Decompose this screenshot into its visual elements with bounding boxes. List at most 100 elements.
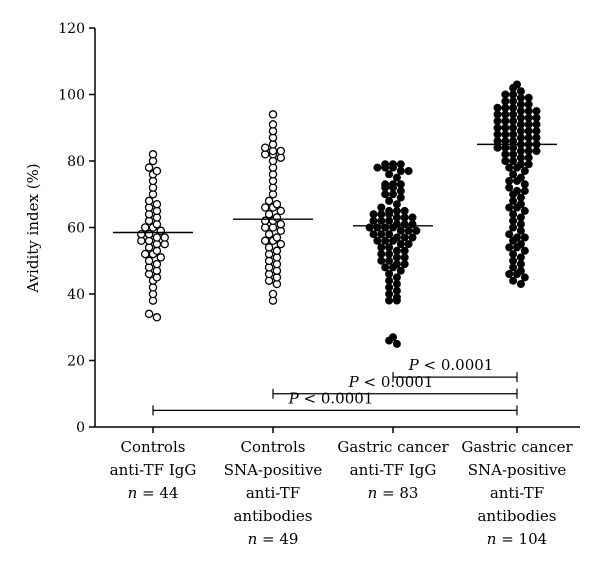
data-point [501, 103, 510, 112]
data-point [520, 186, 529, 195]
data-point [264, 196, 274, 206]
data-point [505, 203, 514, 212]
data-point [392, 206, 401, 215]
data-point [373, 163, 382, 172]
data-point [148, 150, 158, 159]
data-point [377, 243, 386, 252]
data-point [264, 243, 274, 252]
data-point [276, 239, 286, 249]
data-point [260, 203, 270, 212]
category-label-line: Gastric cancer [337, 438, 449, 456]
data-point [385, 256, 394, 265]
data-point [365, 223, 374, 232]
data-point [501, 143, 510, 152]
y-ticks: 0 20 40 60 80 100 120 [58, 21, 518, 436]
category-label-line: n = 104 [487, 530, 547, 548]
data-point [524, 113, 533, 122]
category-label-line: antibodies [477, 507, 556, 525]
data-point [385, 283, 394, 292]
data-point [509, 150, 518, 159]
data-point [501, 117, 510, 126]
data-point [516, 226, 525, 235]
data-point [369, 230, 378, 239]
data-point [392, 173, 401, 182]
data-point [381, 190, 390, 199]
data-point [509, 216, 518, 225]
data-point [396, 180, 405, 189]
category-label-line: Controls [241, 438, 306, 456]
data-point [509, 250, 518, 259]
category-label-line: n = 44 [128, 484, 179, 502]
data-point [140, 223, 150, 232]
data-point [260, 216, 270, 226]
data-point [509, 117, 518, 126]
data-point [388, 333, 397, 342]
data-point [509, 123, 518, 132]
data-point [385, 196, 394, 205]
data-point [377, 230, 386, 239]
data-point [408, 220, 417, 229]
data-point [516, 220, 525, 229]
y-tick-label: 40 [67, 287, 85, 303]
p-value-label: P < 0.0001 [408, 356, 494, 374]
data-point [260, 143, 270, 152]
data-point [516, 87, 525, 96]
data-point [272, 233, 282, 242]
data-point [377, 210, 386, 219]
p-value-label: P < 0.0001 [288, 389, 374, 407]
data-point [520, 180, 529, 189]
data-point [505, 230, 514, 239]
y-tick-label: 80 [67, 154, 85, 170]
category-label-line: anti-TF [246, 484, 300, 502]
data-point [392, 293, 401, 302]
data-point [493, 117, 502, 126]
data-point [272, 199, 282, 209]
data-point [392, 339, 401, 348]
data-point [392, 253, 401, 262]
data-point [396, 193, 405, 202]
data-point [392, 220, 401, 229]
category-label-line: Controls [121, 438, 186, 456]
data-point [388, 190, 397, 199]
data-point [381, 180, 390, 189]
data-point [381, 223, 390, 232]
data-point [392, 286, 401, 295]
data-point [377, 203, 386, 212]
data-point [392, 233, 401, 242]
data-point [385, 276, 394, 285]
data-point [392, 200, 401, 209]
data-point [144, 256, 154, 266]
data-point [373, 236, 382, 245]
data-point [524, 127, 533, 136]
data-point [156, 226, 166, 236]
y-tick-label: 20 [67, 354, 85, 370]
data-point [493, 143, 502, 152]
data-point [516, 193, 525, 202]
data-point [272, 213, 282, 222]
data-point [385, 250, 394, 259]
data-point [137, 229, 146, 239]
data-point [516, 200, 525, 209]
data-point [505, 243, 514, 252]
data-point [532, 113, 541, 122]
data-point [144, 196, 154, 206]
data-point [513, 186, 522, 195]
category-label-line: anti-TF IgG [110, 461, 197, 479]
category-label-line: n = 83 [368, 484, 419, 502]
data-point [509, 143, 518, 152]
data-point [385, 289, 394, 298]
data-point [396, 160, 405, 169]
data-point [392, 246, 401, 255]
data-point [509, 90, 518, 99]
data-point [520, 246, 529, 255]
data-point [268, 289, 278, 299]
data-point [520, 273, 529, 282]
data-point [513, 233, 522, 242]
y-tick-label: 60 [67, 221, 85, 237]
data-point [516, 240, 525, 249]
data-point [493, 110, 502, 119]
data-point [509, 223, 518, 232]
data-point [268, 120, 278, 129]
data-point [396, 226, 405, 235]
